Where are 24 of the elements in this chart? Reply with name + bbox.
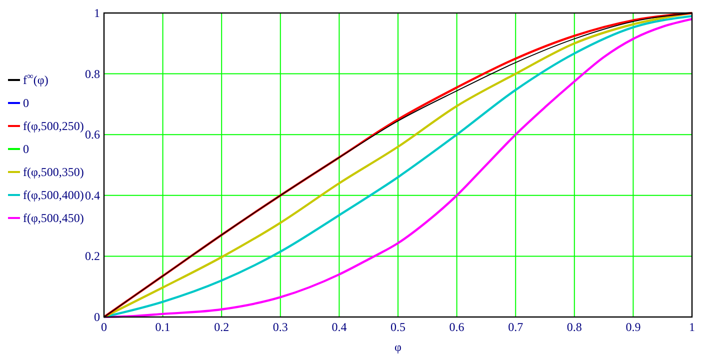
y-tick-label: 1: [94, 6, 100, 20]
y-tick-label: 0: [94, 310, 100, 324]
x-tick-label: 1: [689, 320, 695, 334]
legend-label: 0: [23, 142, 29, 156]
legend-label: f(φ,500,250): [23, 119, 84, 133]
legend-label: f$^{∞}$(φ): [23, 71, 48, 87]
x-tick-label: 0.2: [214, 320, 230, 334]
x-tick-label: 0.8: [566, 320, 582, 334]
y-tick-label: 0.8: [85, 66, 100, 81]
legend-label: f(φ,500,400): [23, 188, 84, 202]
y-tick-label: 0.2: [85, 249, 100, 264]
legend-label: f(φ,500,450): [23, 211, 84, 225]
y-tick-label: 0.4: [85, 188, 100, 202]
x-axis-title: φ: [394, 340, 402, 354]
x-tick-label: 0.4: [332, 320, 347, 334]
x-tick-label: 0.6: [449, 320, 464, 334]
x-tick-label: 0.5: [390, 320, 406, 334]
legend-label: f(φ,500,350): [23, 165, 84, 179]
x-tick-label: 0.7: [508, 320, 524, 334]
legend-label: 0: [23, 96, 29, 110]
y-tick-label: 0.6: [85, 128, 100, 142]
x-tick-label: 0.3: [272, 320, 288, 334]
x-tick-label: 0.9: [626, 320, 641, 334]
x-tick-label: 0.1: [155, 320, 170, 334]
